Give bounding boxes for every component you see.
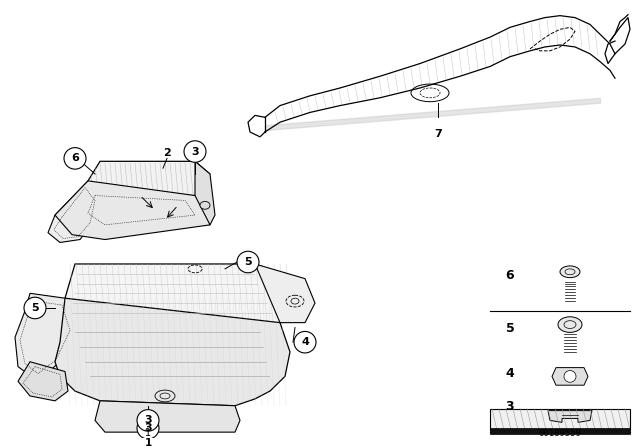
- Polygon shape: [55, 298, 290, 406]
- Bar: [490, 428, 630, 434]
- Circle shape: [564, 370, 576, 382]
- Circle shape: [24, 297, 46, 319]
- Polygon shape: [15, 293, 75, 381]
- Text: 6: 6: [71, 153, 79, 164]
- Text: 5: 5: [244, 257, 252, 267]
- Circle shape: [137, 409, 159, 431]
- Polygon shape: [548, 411, 592, 422]
- Text: 00189559: 00189559: [538, 429, 582, 438]
- Polygon shape: [95, 401, 240, 432]
- Circle shape: [184, 141, 206, 162]
- Polygon shape: [65, 264, 290, 323]
- Text: 3: 3: [191, 146, 199, 156]
- Text: 5: 5: [506, 322, 515, 335]
- Circle shape: [137, 418, 159, 439]
- Text: 6: 6: [506, 269, 515, 282]
- Ellipse shape: [558, 317, 582, 332]
- Polygon shape: [55, 181, 210, 240]
- Polygon shape: [552, 368, 588, 385]
- Text: 4: 4: [301, 337, 309, 347]
- Circle shape: [294, 332, 316, 353]
- Ellipse shape: [560, 266, 580, 278]
- Text: 1: 1: [145, 428, 151, 438]
- Polygon shape: [88, 161, 210, 195]
- Text: 4: 4: [506, 367, 515, 380]
- Polygon shape: [48, 181, 100, 242]
- Polygon shape: [195, 161, 215, 225]
- Text: 5: 5: [31, 303, 39, 313]
- Text: 7: 7: [434, 129, 442, 139]
- Polygon shape: [255, 264, 315, 323]
- Ellipse shape: [200, 202, 210, 209]
- Text: 3: 3: [506, 400, 515, 413]
- Text: 3: 3: [144, 415, 152, 426]
- Bar: [490, 409, 630, 430]
- Text: 2: 2: [163, 148, 171, 159]
- Polygon shape: [18, 362, 68, 401]
- Circle shape: [237, 251, 259, 273]
- Circle shape: [64, 148, 86, 169]
- Text: 3: 3: [144, 423, 152, 433]
- Text: 1: 1: [145, 438, 152, 448]
